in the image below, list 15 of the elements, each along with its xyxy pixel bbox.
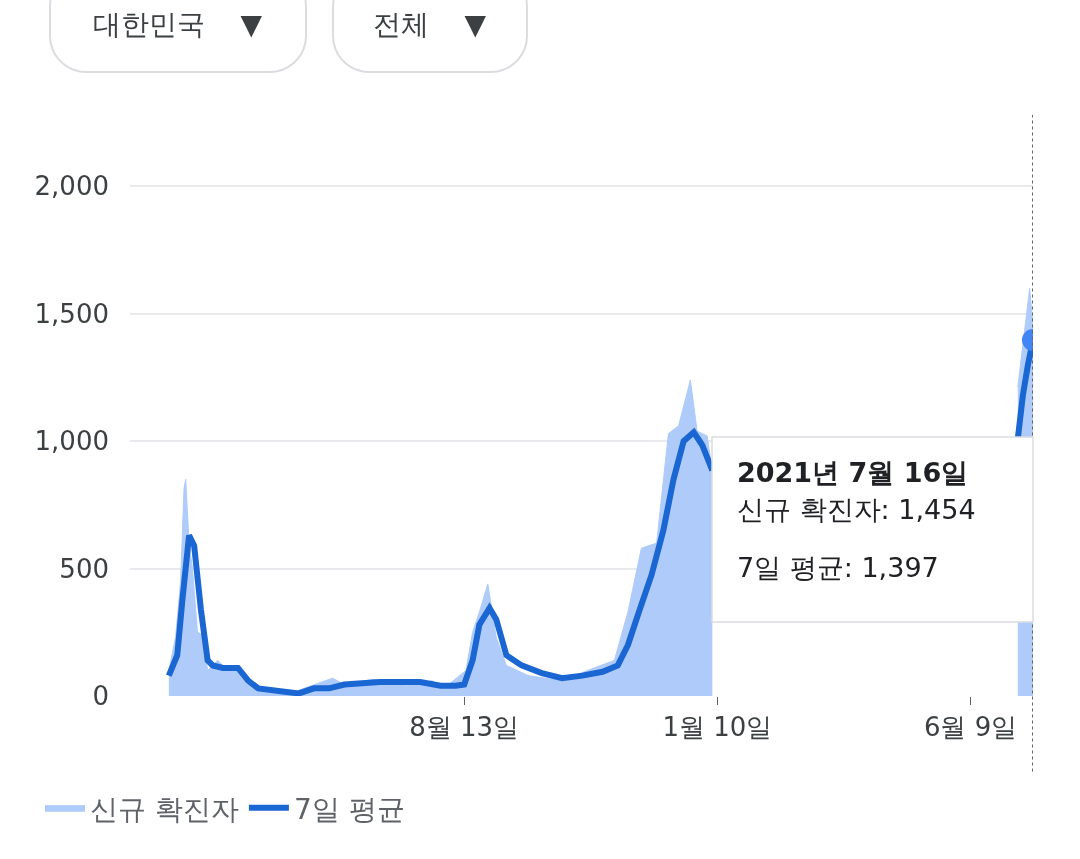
text: 대한민국 ▼ <box>93 8 263 41</box>
legend-label: 신규 확진자 <box>90 792 239 826</box>
annotation: 7일 평균: 1,397 <box>737 552 939 583</box>
x-tick-label: 1월 10일 <box>662 712 773 743</box>
y-tick-label: 1,500 <box>34 298 109 329</box>
y-tick-label: 2,000 <box>34 171 109 202</box>
annotation: 2021년 7월 16일 <box>737 457 969 488</box>
y-tick-label: 0 <box>92 681 109 712</box>
y-tick-label: 1,000 <box>34 426 109 457</box>
x-tick-label: 8월 13일 <box>409 712 520 743</box>
x-tick-label: 6월 9일 <box>923 712 1018 743</box>
annotation: 신규 확진자: 1,454 <box>737 494 976 525</box>
text: 전체 ▼ <box>373 8 487 41</box>
legend-label: 7일 평균 <box>293 792 405 826</box>
y-tick-label: 500 <box>59 553 109 584</box>
